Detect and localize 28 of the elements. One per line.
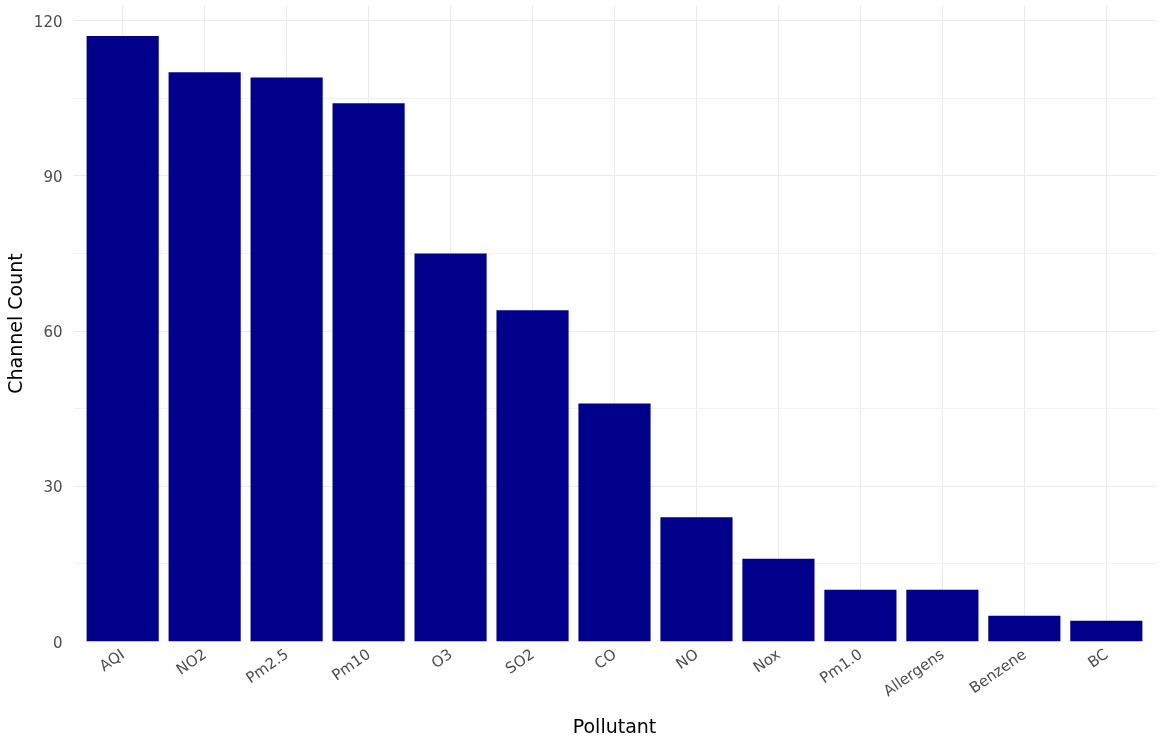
bar — [660, 517, 733, 642]
bar — [824, 589, 897, 642]
x-tick-label: NO2 — [172, 645, 210, 679]
y-axis-title: Channel Count — [3, 253, 26, 394]
y-tick-label: 30 — [43, 478, 63, 497]
bar — [332, 103, 405, 642]
bar — [414, 253, 487, 642]
bar — [906, 589, 979, 642]
bar — [1070, 620, 1143, 642]
bar — [742, 558, 815, 642]
x-tick-label: SO2 — [502, 645, 538, 678]
x-tick-label: O3 — [427, 645, 456, 673]
x-axis-title: Pollutant — [572, 715, 657, 738]
y-tick-label: 90 — [43, 167, 63, 186]
bar — [496, 310, 569, 642]
x-tick-label: Nox — [749, 645, 784, 677]
x-tick-label: CO — [591, 645, 620, 673]
x-tick-label: NO — [672, 645, 702, 674]
y-tick-label: 120 — [33, 12, 63, 31]
bar — [168, 72, 241, 642]
y-tick-label: 60 — [43, 323, 63, 341]
x-tick-label: BC — [1084, 645, 1112, 672]
bar — [578, 403, 651, 642]
bar — [250, 77, 323, 642]
bar — [86, 36, 159, 642]
x-tick-label: AQI — [96, 645, 128, 675]
bar — [988, 615, 1061, 642]
y-tick-label: 0 — [52, 633, 63, 652]
